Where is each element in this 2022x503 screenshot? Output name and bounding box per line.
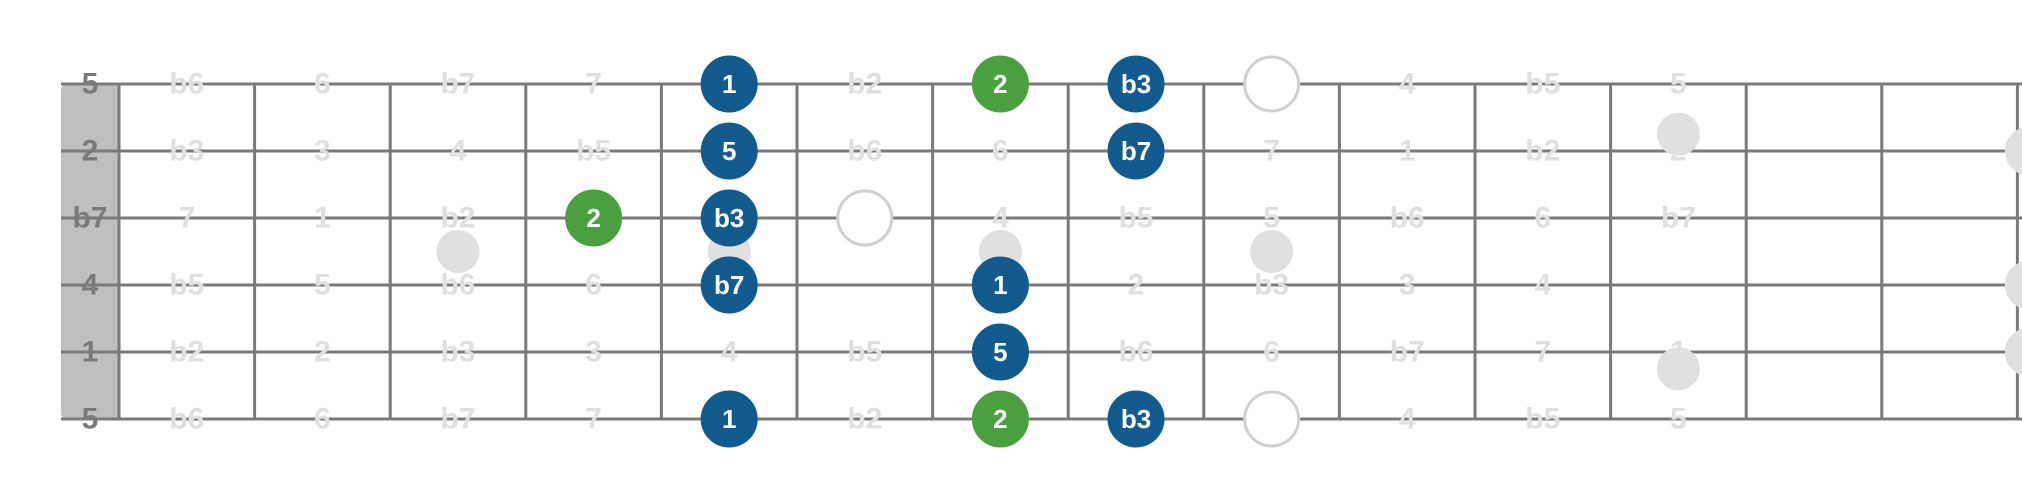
active-note-label: b3 <box>1121 404 1151 434</box>
ghost-interval: b3 <box>1254 269 1289 302</box>
ghost-interval: b5 <box>576 135 611 168</box>
ghost-interval: 7 <box>1534 336 1551 369</box>
edge-ghost-circle <box>2005 328 2022 376</box>
ghost-interval: b5 <box>169 269 204 302</box>
ghost-interval: 2 <box>1670 135 1687 168</box>
edge-ghost-circle <box>2005 261 2022 309</box>
ghost-interval: 5 <box>1670 68 1687 101</box>
active-note <box>1245 392 1299 446</box>
ghost-interval: 7 <box>585 403 602 436</box>
nut-label: 5 <box>82 68 99 101</box>
ghost-interval: 5 <box>314 269 331 302</box>
ghost-interval: 6 <box>992 135 1009 168</box>
ghost-interval: b3 <box>440 336 475 369</box>
active-note-label: 2 <box>993 404 1007 434</box>
ghost-interval: 4 <box>1534 269 1551 302</box>
ghost-interval: b7 <box>440 403 475 436</box>
ghost-interval: 6 <box>585 269 602 302</box>
active-note-label: 1 <box>722 404 736 434</box>
active-note-label: 2 <box>993 69 1007 99</box>
fretboard-diagram: 5 2 b7 4 1 5 b6 6 b7 7 b2 3 4 b5 5 b3 3 4 b5 b6 6 7 1 b2 2 7 1 b2 3 4… <box>0 0 2022 503</box>
ghost-interval: b2 <box>169 336 204 369</box>
active-note-label: 5 <box>722 136 736 166</box>
ghost-interval: b5 <box>1525 68 1560 101</box>
ghost-interval: b7 <box>440 68 475 101</box>
ghost-interval: b7 <box>1661 202 1696 235</box>
ghost-interval: 3 <box>314 135 331 168</box>
ghost-interval: 4 <box>1399 403 1416 436</box>
ghost-interval: b6 <box>847 135 882 168</box>
ghost-interval: b2 <box>847 403 882 436</box>
active-note-label: b7 <box>1121 136 1151 166</box>
nut-label: 2 <box>82 135 99 168</box>
ghost-interval: 4 <box>450 135 467 168</box>
active-note-label: b3 <box>1121 69 1151 99</box>
active-note-label: 2 <box>586 203 600 233</box>
ghost-interval: b5 <box>847 336 882 369</box>
edge-ghost-circle <box>2005 127 2022 175</box>
ghost-interval: 3 <box>1399 269 1416 302</box>
active-note <box>838 191 892 245</box>
ghost-interval: b7 <box>1390 336 1425 369</box>
ghost-interval: b6 <box>440 269 475 302</box>
active-note-label: 5 <box>993 337 1007 367</box>
ghost-interval: b6 <box>1118 336 1153 369</box>
nut-label: 4 <box>82 269 99 302</box>
ghost-interval: 7 <box>1263 135 1280 168</box>
ghost-interval: b2 <box>440 202 475 235</box>
ghost-interval: b6 <box>1390 202 1425 235</box>
ghost-interval: 5 <box>1670 403 1687 436</box>
ghost-interval: 7 <box>585 68 602 101</box>
ghost-interval: 4 <box>992 202 1009 235</box>
ghost-interval: 4 <box>721 336 738 369</box>
active-note-label: 1 <box>993 270 1007 300</box>
ghost-interval: 2 <box>314 336 331 369</box>
ghost-interval: 1 <box>1399 135 1416 168</box>
ghost-interval: 6 <box>314 403 331 436</box>
ghost-interval: 6 <box>1263 336 1280 369</box>
ghost-interval: 6 <box>314 68 331 101</box>
ghost-interval: b6 <box>169 68 204 101</box>
ghost-interval: 6 <box>1534 202 1551 235</box>
nut-label: 1 <box>82 336 99 369</box>
inlay-dot <box>437 231 479 273</box>
ghost-interval: b5 <box>1118 202 1153 235</box>
nut-label: b7 <box>72 202 107 235</box>
ghost-interval: 5 <box>1263 202 1280 235</box>
ghost-interval: b3 <box>169 135 204 168</box>
ghost-interval: 4 <box>1399 68 1416 101</box>
ghost-interval: 2 <box>1128 269 1145 302</box>
ghost-interval: b2 <box>1525 135 1560 168</box>
ghost-interval: 1 <box>314 202 331 235</box>
ghost-interval: b6 <box>169 403 204 436</box>
active-note-label: b7 <box>714 270 744 300</box>
ghost-interval: b2 <box>847 68 882 101</box>
ghost-interval: b5 <box>1525 403 1560 436</box>
active-note-label: b3 <box>714 203 744 233</box>
ghost-interval: 7 <box>178 202 195 235</box>
inlay-dot <box>1251 231 1293 273</box>
active-note <box>1245 57 1299 111</box>
ghost-interval: 1 <box>1670 336 1687 369</box>
ghost-interval: 3 <box>585 336 602 369</box>
nut-label: 5 <box>82 403 99 436</box>
active-note-label: 1 <box>722 69 736 99</box>
